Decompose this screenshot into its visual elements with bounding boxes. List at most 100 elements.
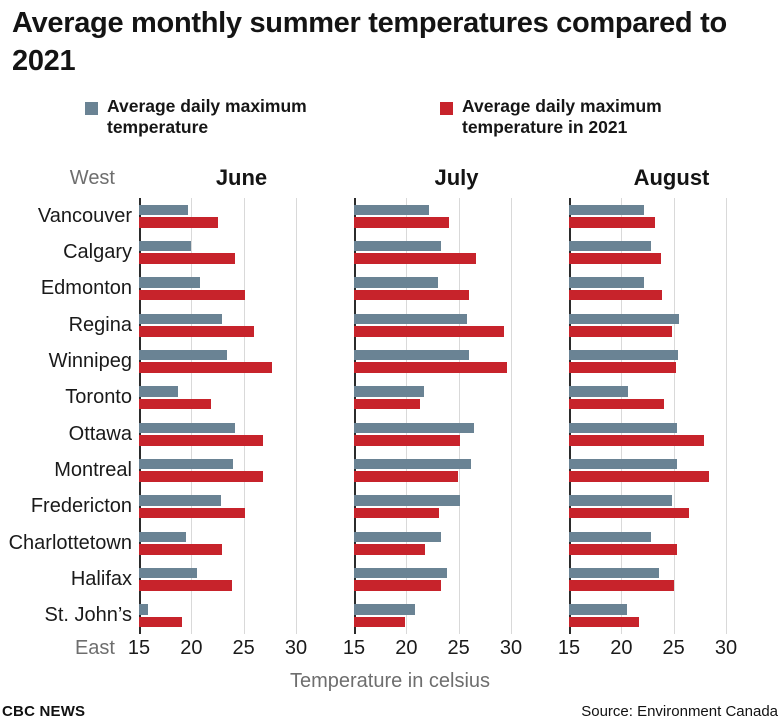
bar-average-winnipeg-august (569, 349, 678, 361)
bar-2021-regina-june (139, 326, 255, 337)
gridline-25 (458, 198, 460, 634)
city-label-calgary: Calgary (63, 240, 132, 263)
x-axis-ticks-june: 15 20 25 30 (128, 634, 307, 662)
bar-2021-vancouver-august (569, 217, 655, 228)
bar-group-vancouver-june (139, 198, 296, 234)
bar-group-edmonton-august (569, 271, 726, 307)
bar-2021-calgary-august (569, 253, 662, 264)
east-label: East (74, 636, 115, 659)
x-axis-ticks-july: 15 20 25 30 (343, 634, 522, 662)
y-axis-line (354, 198, 356, 634)
legend-item-average: Average daily maximum temperature (85, 96, 440, 138)
bar-average-fredericton-july (354, 495, 460, 506)
bar-2021-toronto-july (354, 398, 420, 410)
tick-label-june-20: 20 (180, 637, 203, 659)
bar-2021-winnipeg-august (569, 362, 676, 373)
bar-2021-montreal-july (354, 471, 458, 482)
month-header-june: June (215, 165, 268, 190)
bar-group-toronto-august (569, 380, 726, 416)
bar-average-toronto-june (139, 386, 178, 397)
bar-average-halifax-july (354, 567, 448, 579)
city-label-fredericton: Fredericton (30, 495, 132, 518)
plot-area-june (139, 198, 297, 634)
bar-average-edmonton-july (354, 277, 438, 288)
bar-2021-vancouver-june (139, 217, 218, 228)
plot-area-july (354, 198, 512, 634)
tick-label-july-30: 30 (499, 637, 523, 659)
bar-group-halifax-august (569, 561, 726, 597)
plot-area-august (569, 198, 727, 634)
bar-average-ottawa-august (569, 422, 677, 434)
tick-label-august-25: 25 (662, 637, 685, 659)
footer: CBC NEWS Source: Environment Canada (0, 703, 780, 727)
month-header-august: August (633, 165, 710, 190)
bar-rows-july (354, 198, 511, 634)
tick-label-july-20: 20 (395, 637, 418, 659)
bar-group-regina-july (354, 307, 511, 343)
bar-average-fredericton-june (139, 495, 221, 506)
bar-2021-montreal-august (569, 471, 710, 482)
gridline-20 (406, 198, 408, 634)
bar-2021-halifax-july (354, 580, 441, 591)
bar-2021-st-john-s-june (139, 616, 182, 628)
bar-average-vancouver-august (569, 204, 645, 216)
bar-2021-calgary-july (354, 253, 477, 264)
bar-2021-calgary-june (139, 253, 236, 264)
city-label-toronto: Toronto (65, 386, 132, 409)
bar-group-winnipeg-july (354, 343, 511, 379)
bar-group-winnipeg-august (569, 343, 726, 379)
bar-group-fredericton-june (139, 489, 296, 525)
bar-group-ottawa-august (569, 416, 726, 452)
bar-average-winnipeg-july (354, 349, 470, 361)
bar-average-fredericton-august (569, 495, 672, 506)
bar-2021-regina-july (354, 326, 504, 337)
bar-group-st-john-s-june (139, 598, 296, 634)
bar-2021-charlottetown-july (354, 544, 426, 555)
tick-label-june-30: 30 (284, 637, 308, 659)
legend-item-2021: Average daily maximum temperature in 202… (440, 96, 677, 138)
tick-label-june-25: 25 (232, 637, 255, 659)
bar-group-charlottetown-june (139, 525, 296, 561)
bar-average-toronto-july (354, 386, 425, 397)
bar-group-calgary-june (139, 234, 296, 270)
bar-average-regina-june (139, 313, 222, 325)
bar-average-montreal-june (139, 458, 234, 470)
bar-average-montreal-august (569, 458, 677, 470)
legend-label-2021: Average daily maximum temperature in 202… (462, 96, 662, 137)
bar-group-winnipeg-june (139, 343, 296, 379)
bar-2021-toronto-june (139, 398, 212, 410)
legend-swatch-2021-icon (440, 102, 453, 115)
bar-group-montreal-june (139, 452, 296, 488)
bar-group-ottawa-july (354, 416, 511, 452)
chart-body: West Vancouver Calgary Edmonton Regina Winni… (0, 158, 780, 662)
bar-average-calgary-august (569, 240, 651, 252)
month-header-july: July (434, 165, 479, 190)
bar-average-calgary-july (354, 240, 441, 252)
bar-2021-fredericton-august (569, 507, 690, 519)
tick-label-june-15: 15 (127, 637, 151, 659)
city-label-halifax: Halifax (70, 567, 132, 590)
city-label-st-john-s: St. John’s (44, 604, 132, 627)
tick-label-july-25: 25 (447, 637, 470, 659)
bar-group-halifax-june (139, 561, 296, 597)
bar-group-calgary-august (569, 234, 726, 270)
tick-label-august-15: 15 (557, 637, 581, 659)
bar-group-montreal-august (569, 452, 726, 488)
panel-august: August 15 20 25 30 (558, 158, 774, 662)
city-label-regina: Regina (68, 313, 132, 336)
bar-group-toronto-july (354, 380, 511, 416)
bar-group-regina-june (139, 307, 296, 343)
city-label-edmonton: Edmonton (40, 277, 132, 300)
bar-average-ottawa-june (139, 422, 236, 434)
bar-2021-fredericton-july (354, 507, 439, 519)
bar-2021-montreal-june (139, 471, 263, 482)
bar-average-edmonton-august (569, 277, 645, 288)
bar-group-halifax-july (354, 561, 511, 597)
west-label: West (69, 166, 115, 189)
bar-average-winnipeg-june (139, 349, 227, 361)
bar-2021-st-john-s-august (569, 616, 640, 628)
west-label-cell: West (0, 158, 139, 198)
gridline-20 (191, 198, 193, 634)
bar-group-toronto-june (139, 380, 296, 416)
